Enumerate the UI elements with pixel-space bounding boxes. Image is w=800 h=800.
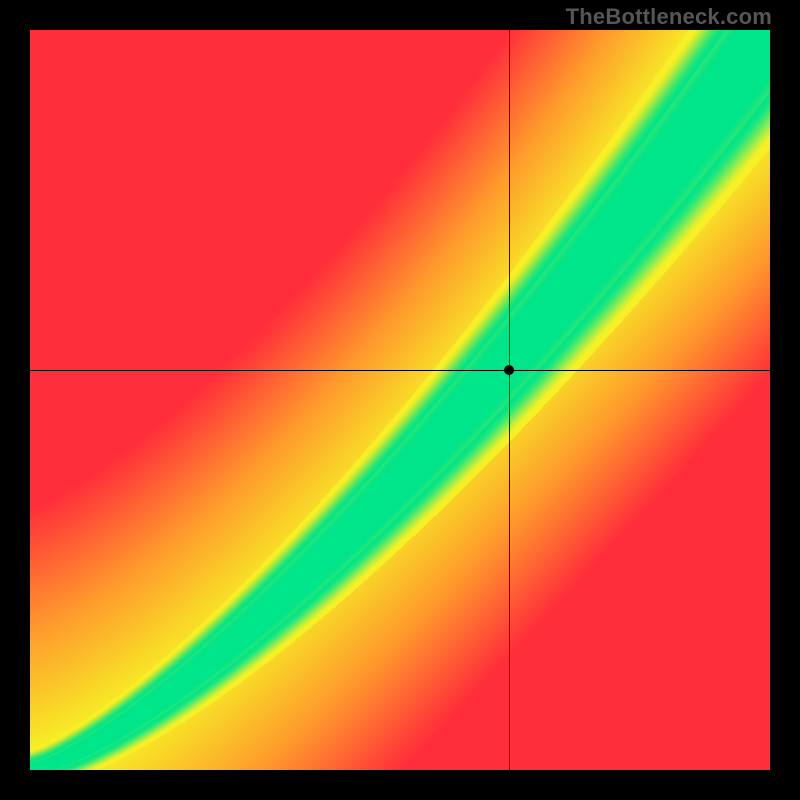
crosshair-vertical — [509, 30, 510, 770]
watermark-text: TheBottleneck.com — [566, 4, 772, 30]
heatmap-plot — [30, 30, 770, 770]
crosshair-horizontal — [30, 370, 770, 371]
intersection-marker — [504, 365, 514, 375]
heatmap-canvas — [30, 30, 770, 770]
